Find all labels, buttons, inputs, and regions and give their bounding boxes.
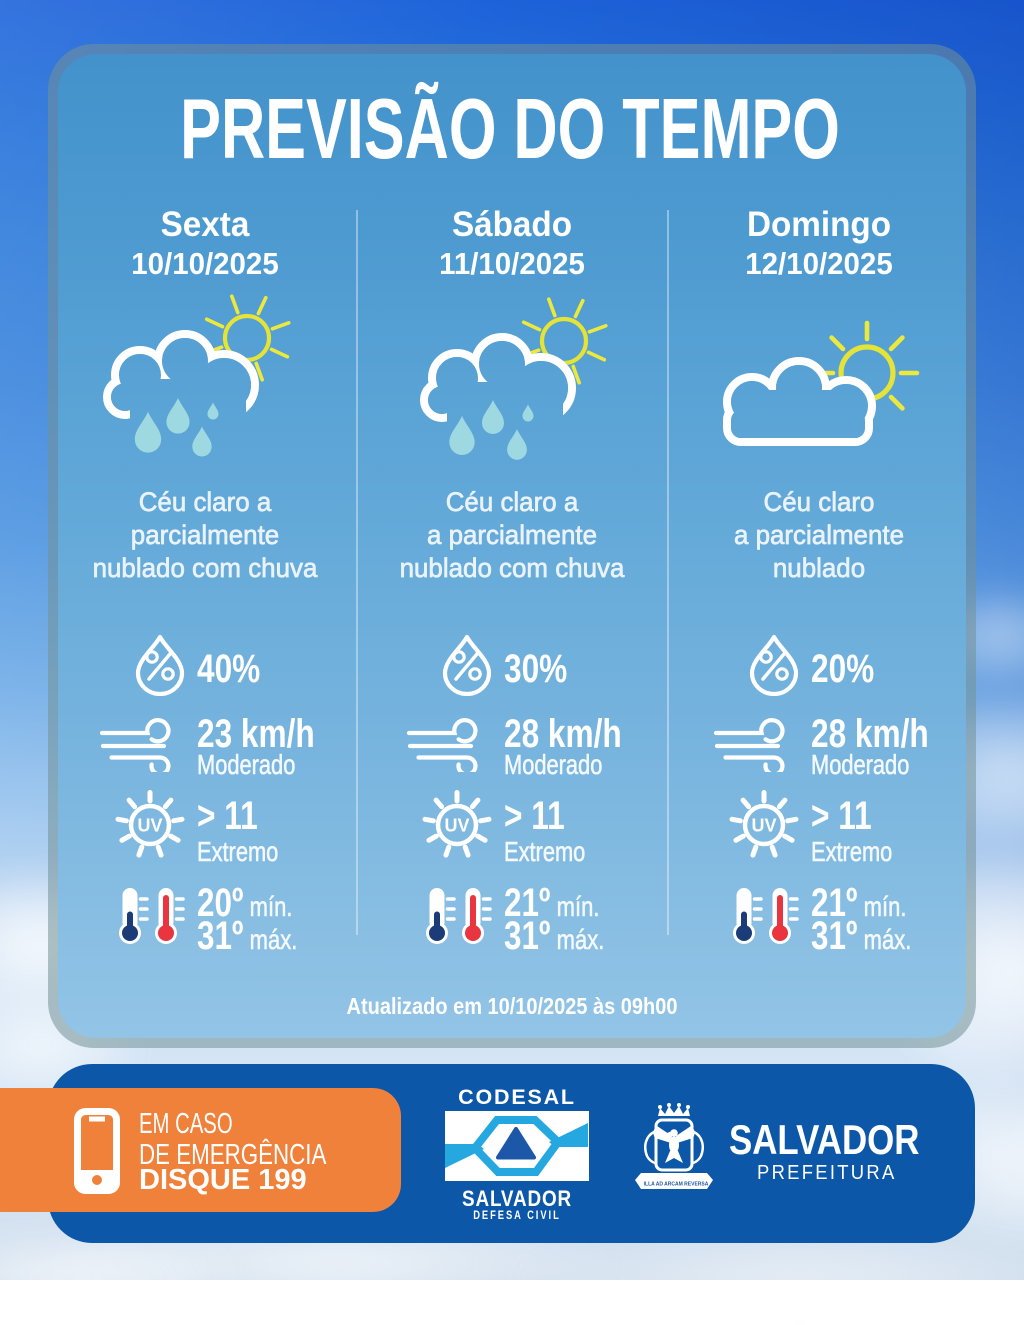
svg-text:UV: UV — [751, 816, 776, 836]
svg-text:ILLA AD ARCAM REVERSA: ILLA AD ARCAM REVERSA — [644, 1182, 709, 1188]
svg-text:UV: UV — [137, 816, 162, 836]
svg-text:UV: UV — [444, 816, 469, 836]
